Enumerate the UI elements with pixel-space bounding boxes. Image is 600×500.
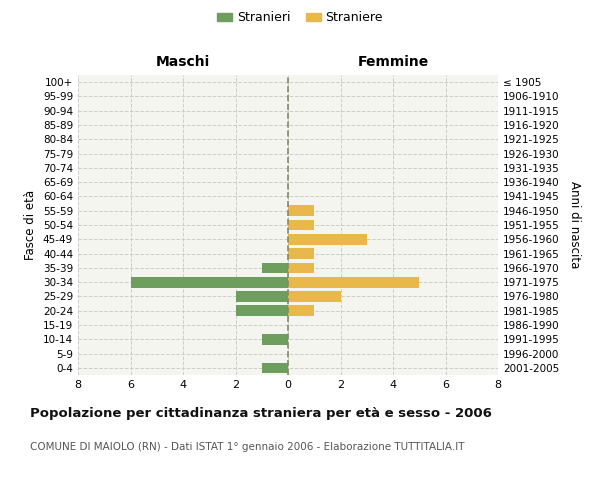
Text: Femmine: Femmine (358, 55, 428, 69)
Bar (262, 334, 288, 344)
Bar (288, 206, 314, 216)
Bar (235, 306, 288, 316)
Legend: Stranieri, Straniere: Stranieri, Straniere (212, 6, 388, 29)
Bar (288, 306, 314, 316)
Bar (288, 248, 314, 259)
Bar (130, 277, 288, 287)
Bar (262, 262, 288, 273)
Bar (262, 362, 288, 373)
Text: COMUNE DI MAIOLO (RN) - Dati ISTAT 1° gennaio 2006 - Elaborazione TUTTITALIA.IT: COMUNE DI MAIOLO (RN) - Dati ISTAT 1° ge… (30, 442, 464, 452)
Bar (288, 262, 314, 273)
Y-axis label: Anni di nascita: Anni di nascita (568, 182, 581, 268)
Bar (288, 277, 419, 287)
Y-axis label: Fasce di età: Fasce di età (25, 190, 37, 260)
Bar (288, 291, 341, 302)
Bar (288, 220, 314, 230)
Text: Popolazione per cittadinanza straniera per età e sesso - 2006: Popolazione per cittadinanza straniera p… (30, 408, 492, 420)
Bar (235, 291, 288, 302)
Bar (288, 234, 367, 244)
Text: Maschi: Maschi (156, 55, 210, 69)
